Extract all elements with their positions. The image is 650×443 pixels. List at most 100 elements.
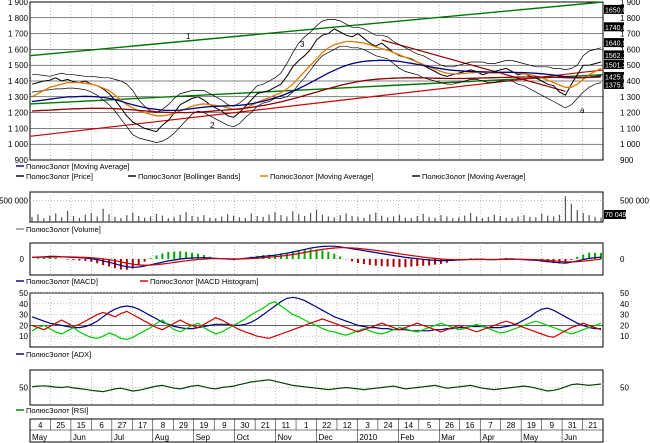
moving-average-navy-line <box>31 59 602 112</box>
x-month-label: May <box>523 433 538 442</box>
x-month-label: Aug <box>155 433 169 442</box>
x-day-label: 30 <box>240 421 249 430</box>
macd-legend-label: ПолюсЗолот [MACD] <box>26 277 98 286</box>
adx-ytick-right: 20 <box>620 321 629 330</box>
x-day-label: 12 <box>343 421 352 430</box>
price-legend-label: ПолюсЗолот [Price] <box>26 172 93 181</box>
adx-ytick-right: 40 <box>620 300 629 309</box>
price-ytick-left: 1 800 <box>8 14 29 23</box>
x-month-label: Feb <box>400 433 414 442</box>
x-month-label: Dec <box>319 433 333 442</box>
x-day-label: 8 <box>161 421 166 430</box>
x-day-label: 28 <box>506 421 515 430</box>
x-day-label: 17 <box>138 421 147 430</box>
price-ytick-right: 1 700 <box>620 30 641 39</box>
x-day-label: 15 <box>77 421 86 430</box>
price-annotation: a <box>580 106 585 115</box>
x-month-label: Jun <box>73 433 86 442</box>
x-day-label: 25 <box>56 421 65 430</box>
x-day-label: 31 <box>568 421 577 430</box>
x-month-label: Nov <box>278 433 292 442</box>
price-ytick-right: 900 <box>620 156 634 165</box>
price-tag-label: 1425.8 <box>605 75 627 82</box>
price-tag-box <box>604 4 624 14</box>
price-tag-label: 1375.8 <box>605 82 627 89</box>
x-day-label: 26 <box>445 421 454 430</box>
adx-ytick-left: 40 <box>19 300 28 309</box>
x-month-label: Jul <box>114 433 124 442</box>
volume-ytick-left: 500 000 <box>0 197 29 206</box>
price-tag: 1562.1 <box>604 50 627 60</box>
price-ytick-left: 900 <box>15 156 29 165</box>
di-minus-line <box>31 310 602 340</box>
bollinger-upper-line <box>32 19 602 113</box>
x-day-label: 11 <box>282 421 291 430</box>
price-tag: 1640.9 <box>604 38 627 48</box>
x-day-label: 5 <box>427 421 432 430</box>
price-annotation: 3 <box>300 40 305 49</box>
trendline-down <box>381 39 566 92</box>
x-day-label: 24 <box>384 421 393 430</box>
price-annotation: 2 <box>210 121 215 130</box>
bollinger-lower-line <box>31 45 602 143</box>
price-tag-box <box>604 79 624 89</box>
adx-ytick-left: 20 <box>19 321 28 330</box>
price-ytick-left: 1 600 <box>8 45 29 54</box>
price-tag-box <box>604 22 624 32</box>
price-legend-label: ПолюсЗолот [Moving Average] <box>26 162 129 171</box>
rsi-legend-label: ПолюсЗолот [RSI] <box>26 406 88 415</box>
x-day-label: 7 <box>488 421 493 430</box>
x-month-label: Mar <box>441 433 455 442</box>
price-ytick-left: 1 500 <box>8 61 29 70</box>
x-month-label: 2010 <box>359 433 377 442</box>
x-day-label: 4 <box>38 421 43 430</box>
price-tag-box <box>604 50 624 60</box>
x-month-label: May <box>32 433 47 442</box>
price-ytick-right: 1 100 <box>620 124 641 133</box>
di-plus-line <box>31 300 602 341</box>
price-ytick-left: 1 100 <box>8 124 29 133</box>
x-day-label: 29 <box>179 421 188 430</box>
macd-ytick-left: 0 <box>20 255 25 264</box>
price-ytick-right: 1 300 <box>620 93 641 102</box>
price-tag-label: 1740.8 <box>605 25 627 32</box>
price-tag: 1740.8 <box>604 22 627 32</box>
x-day-label: 14 <box>404 421 413 430</box>
x-day-label: 27 <box>118 421 127 430</box>
volume-ytick-right: 500 000 <box>620 197 649 206</box>
price-legend-label: ПолюсЗолот [Moving Average] <box>270 172 373 181</box>
adx-ytick-left: 10 <box>19 332 28 341</box>
price-ytick-right: 1 900 <box>620 0 641 7</box>
price-ytick-right: 1 600 <box>620 45 641 54</box>
adx-ytick-right: 50 <box>620 289 629 298</box>
macd-legend-label: ПолюсЗолот [MACD Histogram] <box>150 277 258 286</box>
x-month-label: Oct <box>237 433 250 442</box>
x-day-label: 9 <box>550 421 555 430</box>
price-tag: 1375.8 <box>604 79 627 89</box>
rsi-ytick-right: 50 <box>620 384 629 393</box>
x-day-label: 1 <box>304 421 309 430</box>
x-day-label: 16 <box>466 421 475 430</box>
price-tag: 1650.0 <box>604 4 627 14</box>
price-tag: 1501.3 <box>604 60 627 70</box>
price-tag-label: 1650.0 <box>605 7 627 14</box>
price-legend-label: ПолюсЗолот [Bollinger Bands] <box>138 172 240 181</box>
price-ytick-left: 1 700 <box>8 30 29 39</box>
trendline-upper <box>29 1 604 57</box>
price-ytick-right: 1 200 <box>620 109 641 118</box>
price-ytick-right: 1 000 <box>620 140 641 149</box>
price-ytick-left: 1 900 <box>8 0 29 7</box>
x-month-label: Jun <box>564 433 577 442</box>
price-ytick-left: 1 000 <box>8 140 29 149</box>
price-tag-box <box>604 60 624 70</box>
moving-average-darkred-line <box>31 76 602 114</box>
macd-signal-line <box>31 247 602 266</box>
trendline-lower <box>29 73 604 105</box>
price-tag-label: 1501.3 <box>605 63 627 70</box>
x-day-label: 21 <box>588 421 597 430</box>
x-day-label: 3 <box>365 421 370 430</box>
x-day-label: 21 <box>261 421 270 430</box>
x-day-label: 19 <box>527 421 536 430</box>
price-tag-box <box>604 72 624 82</box>
